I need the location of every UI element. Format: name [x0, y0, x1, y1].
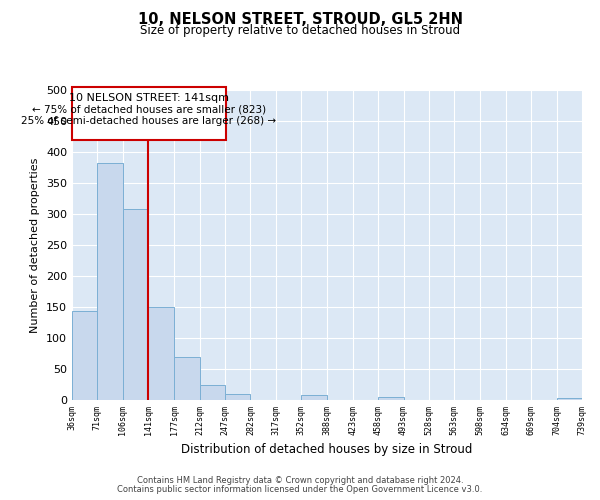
Text: Contains HM Land Registry data © Crown copyright and database right 2024.: Contains HM Land Registry data © Crown c… — [137, 476, 463, 485]
X-axis label: Distribution of detached houses by size in Stroud: Distribution of detached houses by size … — [181, 443, 473, 456]
Bar — [225, 394, 250, 400]
Text: 25% of semi-detached houses are larger (268) →: 25% of semi-detached houses are larger (… — [22, 116, 277, 126]
Bar — [301, 395, 326, 400]
Bar — [378, 397, 404, 400]
Bar — [97, 162, 123, 400]
Bar — [174, 356, 200, 400]
Bar — [123, 209, 148, 400]
Text: 10 NELSON STREET: 141sqm: 10 NELSON STREET: 141sqm — [69, 93, 229, 103]
Text: ← 75% of detached houses are smaller (823): ← 75% of detached houses are smaller (82… — [32, 105, 266, 115]
Bar — [200, 384, 225, 400]
Y-axis label: Number of detached properties: Number of detached properties — [31, 158, 40, 332]
Bar — [72, 312, 97, 400]
Bar — [148, 307, 173, 400]
Text: 10, NELSON STREET, STROUD, GL5 2HN: 10, NELSON STREET, STROUD, GL5 2HN — [137, 12, 463, 28]
Bar — [557, 398, 582, 400]
Text: Contains public sector information licensed under the Open Government Licence v3: Contains public sector information licen… — [118, 485, 482, 494]
Text: Size of property relative to detached houses in Stroud: Size of property relative to detached ho… — [140, 24, 460, 37]
